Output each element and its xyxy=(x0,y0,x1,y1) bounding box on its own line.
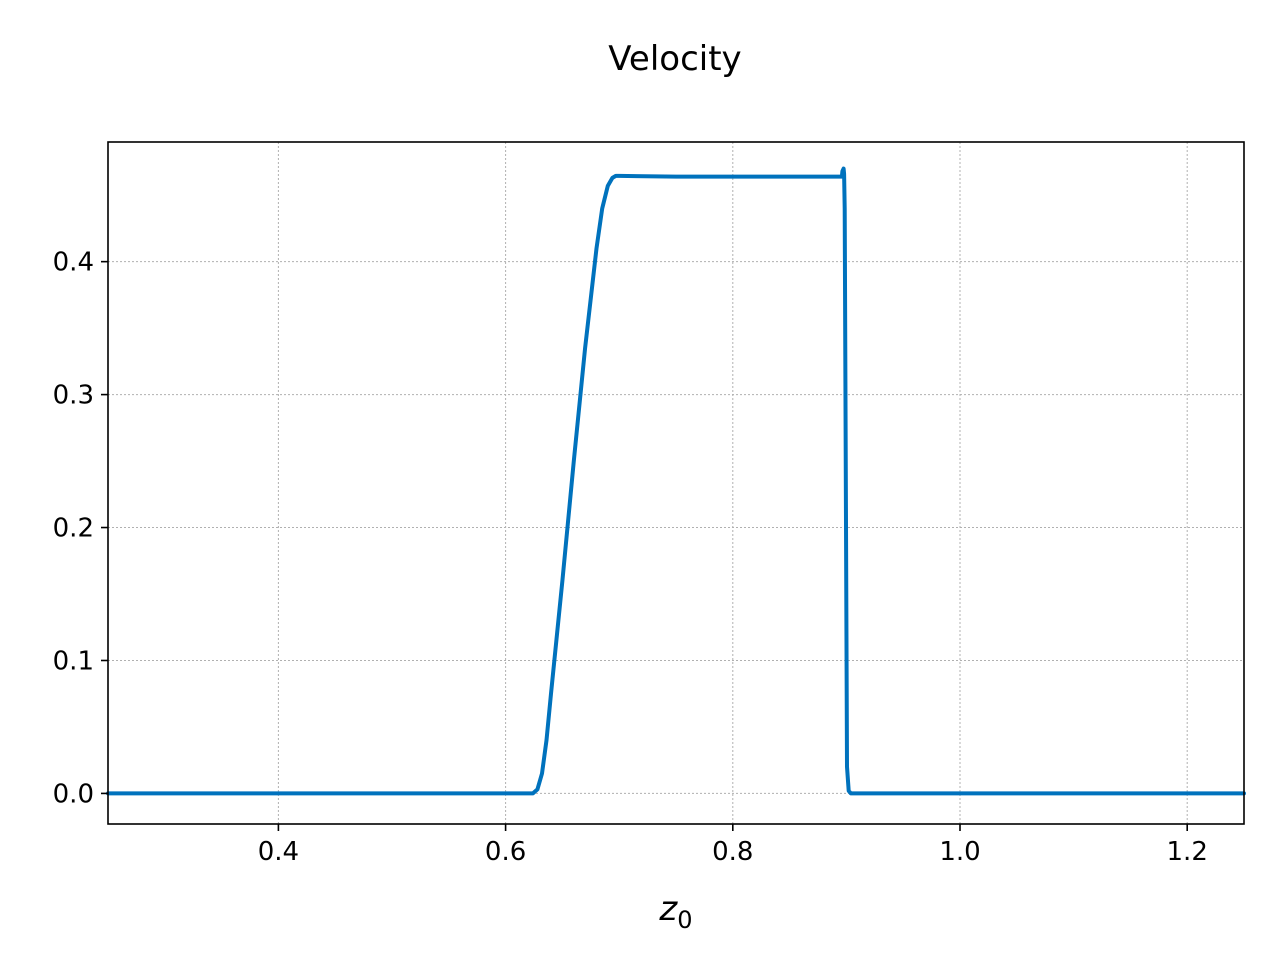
chart-title: Velocity xyxy=(608,39,741,79)
x-axis-label-subscript: 0 xyxy=(677,906,692,934)
x-axis-label-main: z xyxy=(658,889,678,929)
y-tick-label: 0.0 xyxy=(53,779,94,809)
x-tick-label: 0.4 xyxy=(258,837,299,867)
x-tick-label: 0.8 xyxy=(712,837,753,867)
grid-lines xyxy=(108,142,1244,824)
x-tick-label: 1.2 xyxy=(1167,837,1208,867)
y-tick-label: 0.4 xyxy=(53,248,94,278)
x-tick-label: 1.0 xyxy=(939,837,980,867)
x-axis-label: z0 xyxy=(658,889,692,934)
y-tick-label: 0.2 xyxy=(53,514,94,544)
y-tick-label: 0.1 xyxy=(53,646,94,676)
series-layer xyxy=(106,166,1246,796)
axis-ticks: 0.4 0.6 0.8 1.0 1.2 0.0 0.1 0.2 0.3 0.4 xyxy=(53,248,1208,867)
velocity-series-line xyxy=(106,166,1246,796)
y-tick-label: 0.3 xyxy=(53,381,94,411)
plot-frame xyxy=(107,141,1245,825)
x-tick-label: 0.6 xyxy=(485,837,526,867)
